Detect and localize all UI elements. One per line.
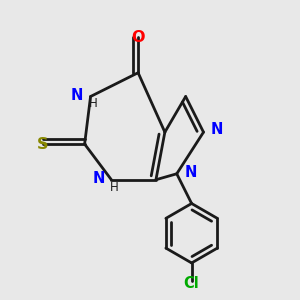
Text: N: N: [93, 171, 105, 186]
Text: Cl: Cl: [184, 276, 200, 291]
Text: H: H: [89, 98, 98, 110]
Text: S: S: [37, 136, 49, 152]
Text: N: N: [71, 88, 83, 103]
Text: N: N: [184, 165, 196, 180]
Text: H: H: [110, 181, 118, 194]
Text: N: N: [211, 122, 223, 137]
Text: O: O: [131, 30, 145, 45]
